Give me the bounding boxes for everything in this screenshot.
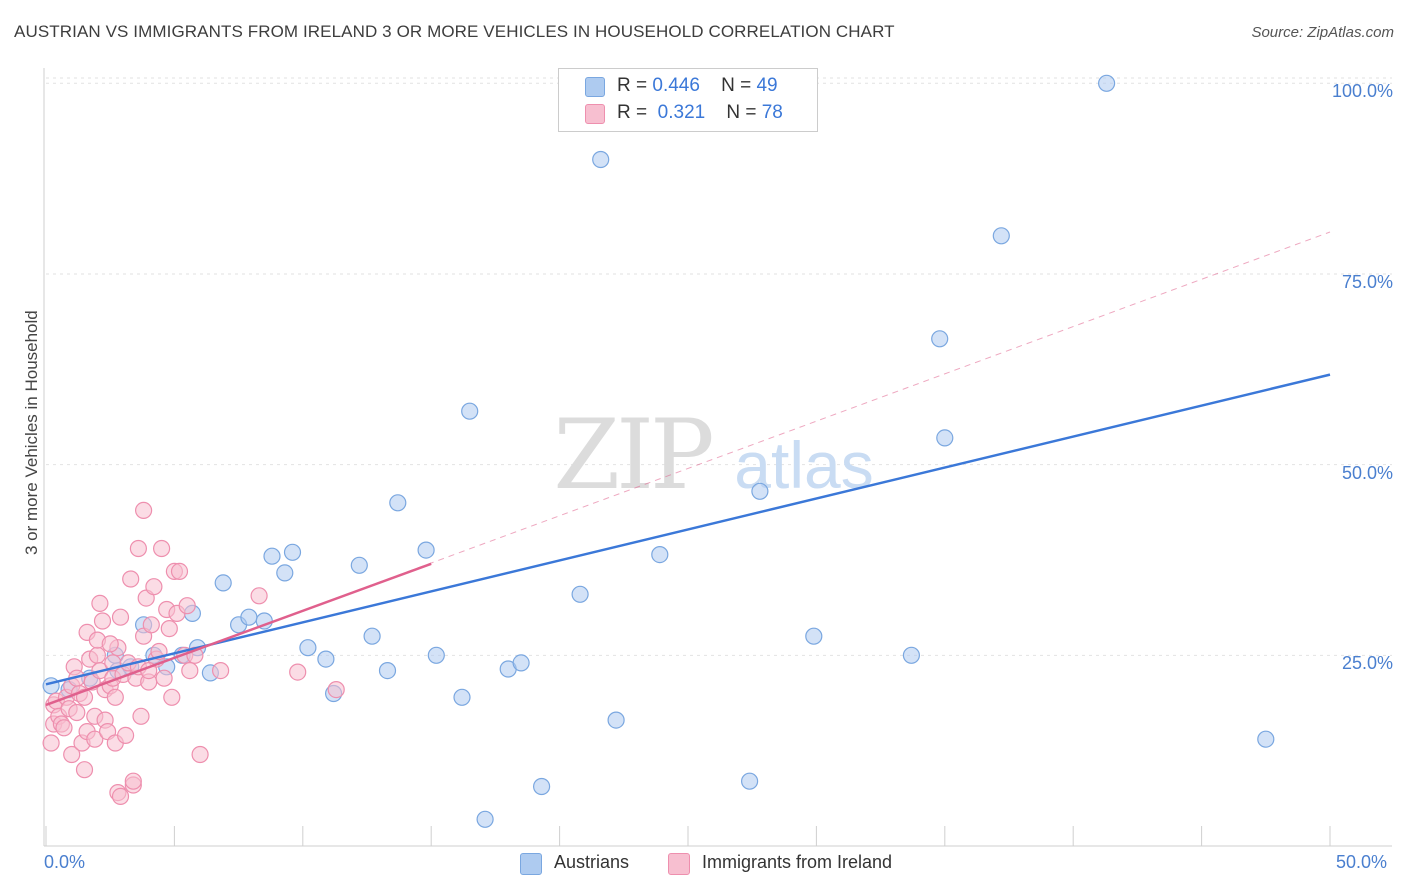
point-austrians [350,556,368,574]
point-ireland [101,635,119,653]
point-austrians [417,541,435,559]
point-austrians [263,547,281,565]
watermark: ZIP atlas [553,399,873,511]
point-ireland [163,688,181,706]
point-ireland [129,539,147,558]
point-ireland [153,539,171,558]
point-austrians [607,711,625,729]
grid-lines [46,77,1392,656]
point-ireland [93,612,112,630]
point-austrians [283,543,302,561]
point-ireland [160,619,178,638]
legend-r-austrians: 0.446 [652,75,700,96]
point-ireland [327,680,345,699]
legend-n-ireland: 78 [761,102,783,123]
point-ireland [289,663,307,681]
point-austrians [1097,74,1116,92]
legend-n-label: N = [726,102,757,123]
legend-r-label: R = [617,75,648,96]
legend-n-label: N = [721,75,752,96]
point-ireland [212,661,230,680]
point-austrians [299,639,317,657]
point-austrians [532,777,551,796]
series-label-austrians: Austrians [554,852,630,872]
point-austrians [1257,730,1275,748]
point-ireland [132,707,150,725]
point-ireland [106,688,124,706]
trend-extension-ireland [45,231,1331,706]
point-austrians [276,564,294,582]
point-austrians [931,330,949,348]
point-austrians [42,677,60,695]
point-ireland [68,703,86,722]
trend-line-ireland [45,562,432,707]
point-ireland [75,761,94,779]
point-ireland [86,730,104,748]
point-austrians [512,654,530,672]
chart-title: AUSTRIAN VS IMMIGRANTS FROM IRELAND 3 OR… [14,22,895,41]
legend-r-ireland: 0.321 [657,102,706,123]
point-ireland [178,597,196,615]
trend-lines [45,231,1331,707]
point-austrians [389,494,407,512]
point-ireland [142,616,160,634]
point-ireland [88,646,107,664]
legend-r-label: R = [617,102,648,123]
point-ireland [181,661,199,680]
stats-legend: R = 0.446 N = 49 R = 0.321 N = 78 [558,68,818,132]
point-austrians [805,627,823,645]
point-ireland [42,734,60,752]
x-tick-label-min: 0.0% [44,852,86,872]
point-ireland [155,669,173,687]
point-austrians [317,650,335,668]
y-tick-label: 75.0% [1341,271,1393,292]
point-ireland [91,594,109,613]
source-credit: Source: ZipAtlas.com [1251,24,1394,41]
point-austrians [461,402,479,420]
point-ireland [63,745,81,764]
point-austrians [214,574,232,592]
point-ireland [170,562,189,581]
point-ireland [55,719,73,737]
series-swatch-austrians [520,853,542,875]
point-ireland [250,587,268,605]
y-tick-label: 25.0% [1341,653,1393,674]
point-austrians [571,585,589,603]
point-austrians [592,150,610,169]
point-ireland [116,726,135,745]
point-ireland [111,787,130,806]
trend-line-austrians [45,373,1331,686]
y-tick-label: 100.0% [1331,81,1393,102]
point-austrians [902,646,921,664]
series-swatch-ireland [668,853,690,875]
point-ireland [124,772,142,790]
watermark-zip: ZIP [553,399,712,511]
point-austrians [240,608,258,626]
legend-n-austrians: 49 [756,75,778,96]
point-austrians [651,545,669,564]
point-ireland [111,608,130,626]
point-ireland [122,570,140,588]
legend-swatch-ireland [585,104,605,124]
point-ireland [145,578,163,596]
series-label-ireland: Immigrants from Ireland [702,852,893,872]
point-austrians [992,227,1010,245]
point-austrians [453,688,471,706]
point-austrians [378,661,397,680]
x-tick-label-max: 50.0% [1336,852,1388,872]
legend-swatch-austrians [585,77,605,97]
point-ireland [191,745,209,764]
point-austrians [740,772,759,790]
point-austrians [751,482,769,500]
y-tick-label: 50.0% [1341,462,1393,483]
point-austrians [936,429,954,447]
point-austrians [427,646,445,664]
point-austrians [476,810,494,828]
point-austrians [363,627,381,645]
point-ireland [135,501,153,519]
axes [43,68,1392,847]
